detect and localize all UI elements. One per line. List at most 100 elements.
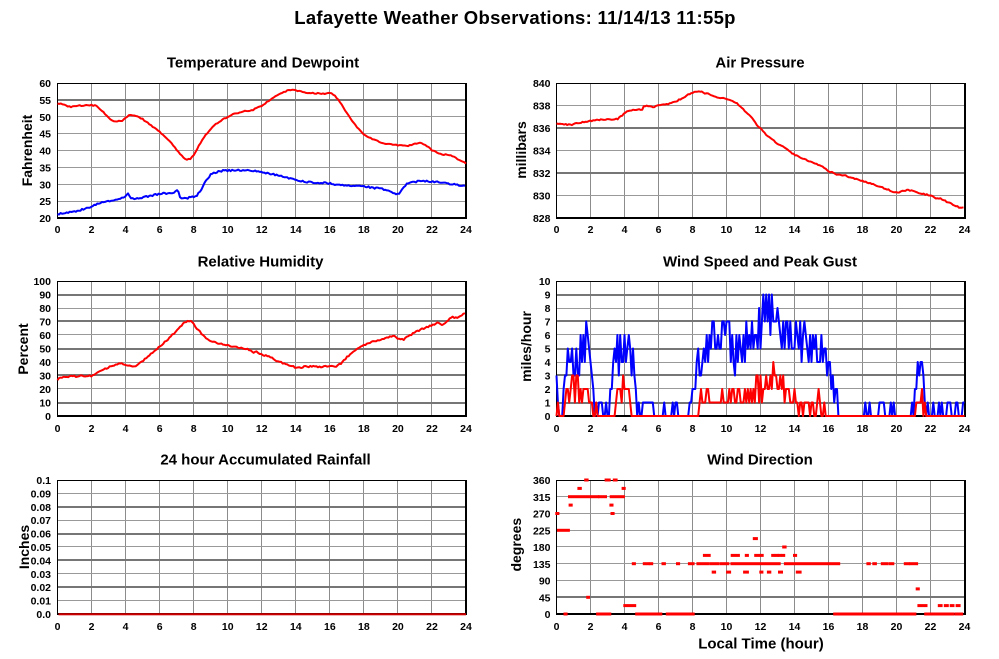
svg-text:40: 40	[39, 146, 51, 158]
svg-text:4: 4	[622, 224, 628, 236]
svg-text:12: 12	[755, 224, 767, 236]
svg-text:0: 0	[554, 621, 560, 633]
svg-text:Lafayette Weather Observations: Lafayette Weather Observations: 11/14/13…	[294, 7, 736, 28]
svg-text:2: 2	[89, 621, 95, 633]
svg-text:90: 90	[39, 290, 51, 302]
svg-text:12: 12	[755, 423, 767, 435]
svg-text:22: 22	[925, 224, 937, 236]
svg-text:6: 6	[656, 423, 662, 435]
svg-text:22: 22	[925, 621, 937, 633]
svg-text:12: 12	[256, 621, 268, 633]
svg-text:18: 18	[857, 621, 869, 633]
svg-text:4: 4	[545, 357, 551, 369]
svg-text:22: 22	[426, 423, 438, 435]
svg-text:70: 70	[39, 317, 51, 329]
svg-text:Inches: Inches	[16, 525, 32, 570]
svg-text:25: 25	[39, 196, 51, 208]
svg-text:8: 8	[191, 423, 197, 435]
svg-text:18: 18	[857, 224, 869, 236]
svg-text:840: 840	[533, 78, 551, 90]
svg-text:16: 16	[823, 423, 835, 435]
svg-text:8: 8	[191, 224, 197, 236]
svg-text:22: 22	[426, 621, 438, 633]
svg-text:4: 4	[622, 621, 628, 633]
svg-text:10: 10	[721, 224, 733, 236]
svg-text:0.02: 0.02	[31, 582, 52, 594]
svg-text:30: 30	[39, 371, 51, 383]
svg-text:50: 50	[39, 112, 51, 124]
svg-text:10: 10	[721, 423, 733, 435]
svg-text:16: 16	[324, 621, 336, 633]
svg-text:Local Time (hour): Local Time (hour)	[698, 636, 824, 653]
svg-text:10: 10	[39, 398, 51, 410]
svg-text:4: 4	[622, 423, 628, 435]
svg-text:14: 14	[290, 621, 302, 633]
svg-text:80: 80	[39, 303, 51, 315]
svg-text:0.09: 0.09	[31, 488, 52, 500]
svg-text:8: 8	[690, 423, 696, 435]
svg-text:830: 830	[533, 191, 551, 203]
svg-text:18: 18	[358, 621, 370, 633]
svg-text:2: 2	[89, 423, 95, 435]
svg-text:Relative Humidity: Relative Humidity	[198, 254, 325, 271]
svg-text:0: 0	[554, 423, 560, 435]
svg-text:miles/hour: miles/hour	[518, 311, 534, 382]
svg-text:30: 30	[39, 179, 51, 191]
svg-text:10: 10	[222, 423, 234, 435]
svg-text:4: 4	[123, 621, 129, 633]
svg-text:10: 10	[539, 276, 551, 288]
svg-text:40: 40	[39, 357, 51, 369]
svg-text:Fahrenheit: Fahrenheit	[19, 114, 35, 186]
svg-text:16: 16	[324, 224, 336, 236]
svg-text:180: 180	[533, 542, 551, 554]
svg-text:5: 5	[545, 344, 551, 356]
svg-text:22: 22	[426, 224, 438, 236]
svg-text:0: 0	[45, 411, 51, 423]
svg-text:8: 8	[690, 224, 696, 236]
svg-text:225: 225	[533, 525, 551, 537]
svg-text:834: 834	[533, 146, 551, 158]
svg-text:Wind Speed and Peak Gust: Wind Speed and Peak Gust	[663, 254, 857, 271]
svg-text:0.03: 0.03	[31, 569, 52, 581]
svg-text:6: 6	[157, 224, 163, 236]
svg-text:315: 315	[533, 492, 551, 504]
svg-text:20: 20	[392, 224, 404, 236]
svg-text:14: 14	[789, 621, 801, 633]
svg-text:45: 45	[39, 129, 51, 141]
svg-text:50: 50	[39, 344, 51, 356]
svg-text:0.07: 0.07	[31, 515, 52, 527]
svg-text:16: 16	[823, 224, 835, 236]
svg-text:836: 836	[533, 123, 551, 135]
svg-text:22: 22	[925, 423, 937, 435]
svg-text:0: 0	[55, 423, 61, 435]
svg-text:18: 18	[857, 423, 869, 435]
svg-text:24: 24	[460, 423, 472, 435]
svg-text:6: 6	[157, 621, 163, 633]
svg-text:20: 20	[39, 213, 51, 225]
svg-text:360: 360	[533, 475, 551, 487]
svg-text:100: 100	[33, 276, 51, 288]
svg-text:24: 24	[959, 621, 971, 633]
svg-text:0: 0	[545, 609, 551, 621]
svg-text:24: 24	[959, 224, 971, 236]
svg-text:18: 18	[358, 423, 370, 435]
svg-text:4: 4	[123, 423, 129, 435]
svg-text:24: 24	[460, 224, 472, 236]
svg-text:7: 7	[545, 317, 551, 329]
svg-text:45: 45	[539, 592, 551, 604]
svg-text:4: 4	[123, 224, 129, 236]
svg-text:0.01: 0.01	[31, 596, 52, 608]
svg-text:24: 24	[959, 423, 971, 435]
svg-text:0.05: 0.05	[31, 542, 52, 554]
svg-text:0.06: 0.06	[31, 529, 52, 541]
svg-text:838: 838	[533, 101, 551, 113]
svg-text:24: 24	[460, 621, 472, 633]
svg-text:0: 0	[55, 224, 61, 236]
svg-text:20: 20	[392, 621, 404, 633]
svg-text:12: 12	[755, 621, 767, 633]
svg-text:0.04: 0.04	[31, 555, 52, 567]
svg-text:12: 12	[256, 423, 268, 435]
svg-text:20: 20	[891, 224, 903, 236]
svg-text:0.1: 0.1	[36, 475, 51, 487]
svg-text:6: 6	[157, 423, 163, 435]
